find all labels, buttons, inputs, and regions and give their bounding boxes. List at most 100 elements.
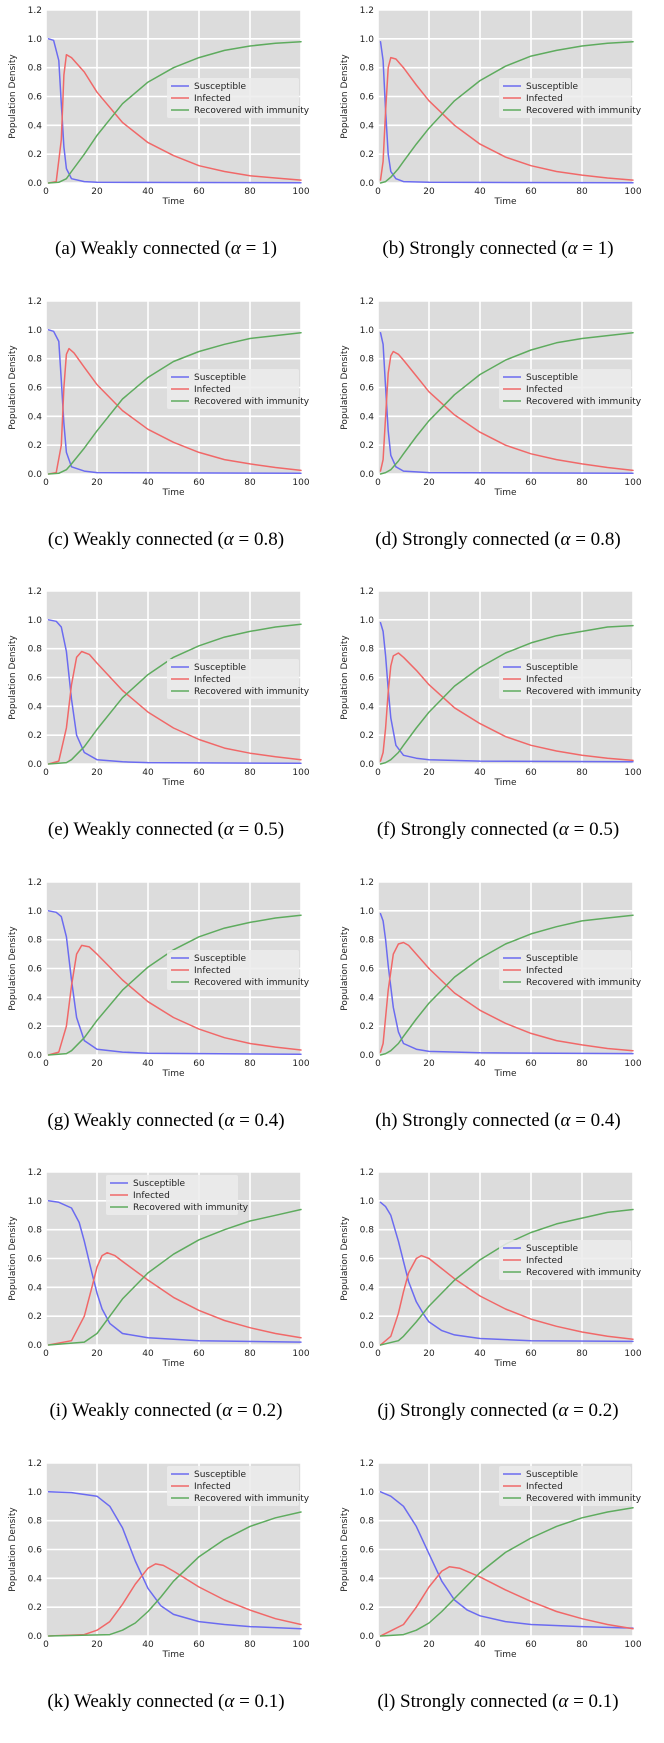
x-tick-label: 0 [375,1349,381,1359]
chart-panel: 0.0 0.2 0.4 0.6 0.8 1.0 1.2 0 20 40 60 80 100 Time Pop… [332,1453,664,1743]
caption-alpha-symbol: α [224,1691,235,1712]
y-tick-label: 0.8 [360,1226,375,1236]
legend: Susceptible Infected Recovered with immuni… [167,950,310,990]
x-tick-label: 60 [525,1349,537,1359]
x-tick-label: 80 [576,187,588,197]
x-axis-label: Time [161,197,184,207]
legend-entry: Recovered with immunity [194,106,310,116]
series-line-recovered [47,40,302,184]
y-axis-label: Population Density [340,635,350,720]
legend-entry: Infected [194,966,231,976]
y-tick-label: 0.0 [360,1341,375,1351]
x-tick-label: 20 [423,187,435,197]
legend-entry: Susceptible [194,954,247,964]
chart-panel: 0.0 0.2 0.4 0.6 0.8 1.0 1.2 0 20 40 60 80 100 Time Pop… [332,1162,664,1452]
y-axis-label: Population Density [340,345,350,430]
caption-value: = 1) [577,238,614,259]
caption-value: = 0.4) [234,1110,285,1131]
series-line-infected [47,1251,302,1346]
y-tick-label: 0.6 [28,93,43,103]
legend-entry: Susceptible [194,663,247,673]
y-tick-label: 0.4 [360,121,375,131]
y-axis-label: Population Density [8,345,18,430]
y-tick-label: 0.0 [28,1341,43,1351]
y-tick-label: 0.0 [360,470,375,480]
x-axis-label: Time [493,1359,516,1369]
legend-entry: Infected [194,94,231,104]
line-chart: 0.0 0.2 0.4 0.6 0.8 1.0 1.2 0 20 40 60 80 100 Time Pop… [8,297,310,498]
x-tick-label: 20 [91,1640,103,1650]
x-tick-label: 40 [142,1059,154,1069]
y-tick-label: 0.4 [28,1283,43,1293]
x-tick-label: 40 [474,1059,486,1069]
y-tick-label: 0.2 [28,1022,42,1032]
legend: Susceptible Infected Recovered with immuni… [499,78,642,118]
x-axis-label: Time [493,1650,516,1660]
chart-panel: 0.0 0.2 0.4 0.6 0.8 1.0 1.2 0 20 40 60 80 100 Time Pop… [0,0,332,290]
x-tick-label: 60 [525,478,537,488]
x-tick-label: 0 [375,1640,381,1650]
caption-text: (a) Weakly connected ( [55,238,231,259]
legend-box [167,369,299,409]
subfigure-caption: (e) Weakly connected (α = 0.5) [0,819,332,841]
legend-box [499,369,631,409]
x-tick-label: 0 [43,1059,49,1069]
legend: Susceptible Infected Recovered with immuni… [499,659,642,699]
x-tick-label: 20 [91,1349,103,1359]
x-tick-label: 60 [193,187,205,197]
caption-alpha-symbol: α [558,1691,569,1712]
line-chart: 0.0 0.2 0.4 0.6 0.8 1.0 1.2 0 20 40 60 80 100 Time Pop… [340,297,642,498]
series-line-recovered [379,914,634,1056]
x-axis-label: Time [493,197,516,207]
y-tick-label: 1.2 [360,1459,374,1469]
line-chart: 0.0 0.2 0.4 0.6 0.8 1.0 1.2 0 20 40 60 80 100 Time Pop… [340,587,642,788]
series-line-infected [379,941,634,1053]
x-tick-label: 100 [624,1349,641,1359]
caption-alpha-symbol: α [230,238,241,259]
subfigure-caption: (f) Strongly connected (α = 0.5) [332,819,664,841]
legend: Susceptible Infected Recovered with immuni… [167,1466,310,1506]
legend-entry: Infected [526,1482,563,1492]
y-tick-label: 0.8 [28,355,43,365]
y-tick-label: 1.2 [360,1168,374,1178]
legend-entry: Susceptible [194,82,247,92]
legend-entry: Infected [194,675,231,685]
series-line-recovered [47,331,302,475]
series-line-infected [379,350,634,472]
series-line-infected [47,650,302,765]
series-line-recovered [379,1208,634,1346]
legend-entry: Recovered with immunity [526,106,642,116]
series-line-recovered [379,624,634,765]
line-chart: 0.0 0.2 0.4 0.6 0.8 1.0 1.2 0 20 40 60 80 100 Time Pop… [340,1168,642,1369]
x-tick-label: 100 [292,478,309,488]
x-tick-label: 20 [423,478,435,488]
caption-alpha-symbol: α [558,1400,569,1421]
y-tick-label: 0.6 [360,965,375,975]
chart-panel: 0.0 0.2 0.4 0.6 0.8 1.0 1.2 0 20 40 60 80 100 Time Pop… [0,1453,332,1743]
y-tick-label: 1.0 [360,1488,375,1498]
x-tick-label: 80 [244,768,256,778]
caption-alpha-symbol: α [223,529,234,550]
x-axis-label: Time [161,1069,184,1079]
x-tick-label: 20 [423,768,435,778]
x-axis-label: Time [161,778,184,788]
caption-alpha-symbol: α [223,819,234,840]
x-tick-label: 0 [375,187,381,197]
x-tick-label: 100 [292,768,309,778]
x-tick-label: 60 [193,1059,205,1069]
x-tick-label: 60 [525,768,537,778]
y-tick-label: 0.6 [28,384,43,394]
chart-panel: 0.0 0.2 0.4 0.6 0.8 1.0 1.2 0 20 40 60 80 100 Time Pop… [332,291,664,581]
y-tick-label: 0.4 [360,702,375,712]
subfigure-caption: (i) Weakly connected (α = 0.2) [0,1400,332,1422]
series-line-recovered [47,914,302,1056]
line-chart: 0.0 0.2 0.4 0.6 0.8 1.0 1.2 0 20 40 60 80 100 Time Pop… [8,587,310,788]
x-tick-label: 40 [142,768,154,778]
chart-panel: 0.0 0.2 0.4 0.6 0.8 1.0 1.2 0 20 40 60 80 100 Time Pop… [0,1162,332,1452]
y-tick-label: 0.2 [360,731,374,741]
y-tick-label: 0.6 [360,674,375,684]
y-tick-label: 1.0 [360,326,375,336]
x-tick-label: 80 [576,1349,588,1359]
y-tick-label: 1.0 [360,907,375,917]
x-axis-label: Time [161,488,184,498]
